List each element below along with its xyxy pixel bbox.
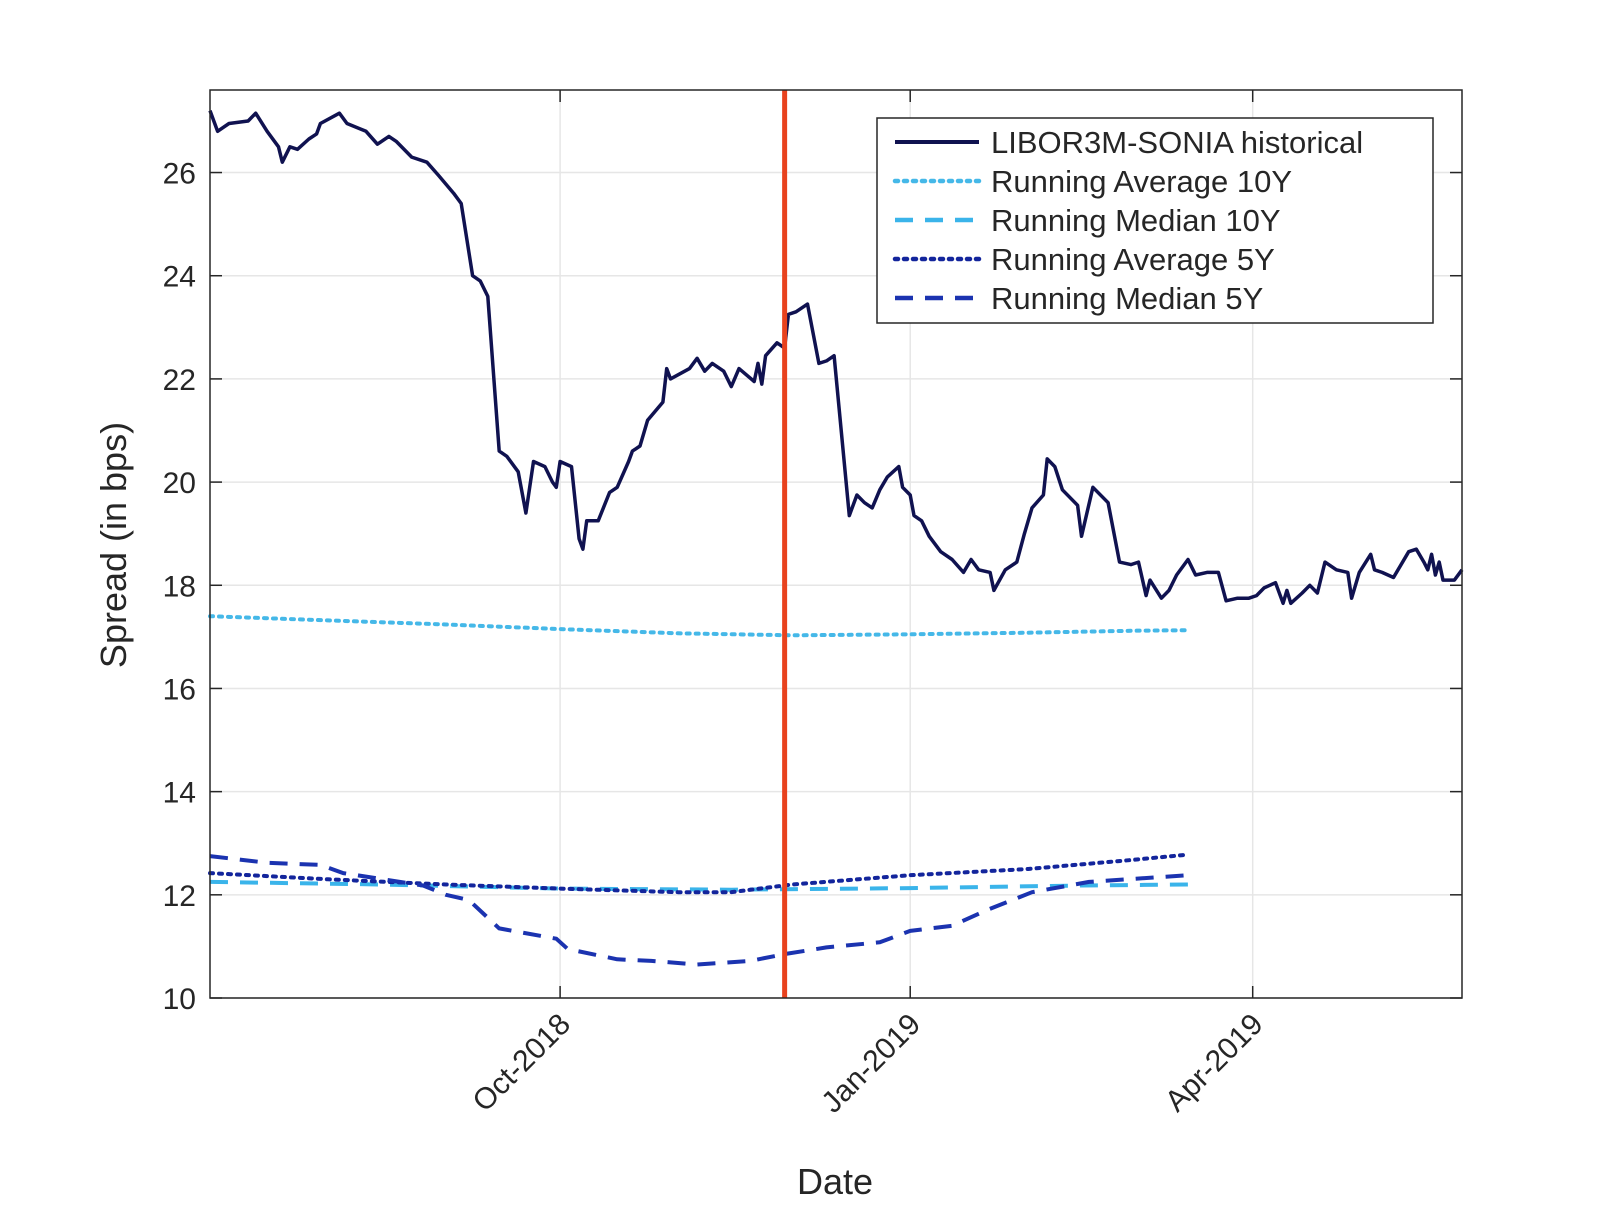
y-axis-label: Spread (in bps) [93, 422, 134, 668]
y-tick-label: 16 [163, 673, 196, 706]
series-line-3 [208, 852, 1190, 895]
y-tick-label: 26 [163, 158, 196, 191]
x-tick-label: Oct-2018 [466, 1008, 577, 1119]
legend-label: Running Average 5Y [991, 242, 1275, 277]
legend-label: Running Median 10Y [991, 203, 1281, 238]
x-tick-label: Jan-2019 [815, 1008, 927, 1120]
series-lines [208, 109, 1464, 967]
legend-label: Running Median 5Y [991, 281, 1263, 316]
y-tick-label: 18 [163, 570, 196, 603]
y-tick-label: 10 [163, 983, 196, 1016]
series-line-1 [208, 614, 1190, 638]
y-tick-label: 14 [163, 777, 196, 810]
y-tick-label: 24 [163, 261, 196, 294]
series-line-4 [209, 854, 1189, 967]
plot-frame [209, 89, 1463, 999]
series-line-0 [208, 109, 1464, 606]
series-line-2 [209, 879, 1189, 892]
y-tick-label: 20 [163, 467, 196, 500]
axes [209, 89, 1463, 999]
legend-label: LIBOR3M-SONIA historical [991, 125, 1363, 160]
legend-label: Running Average 10Y [991, 164, 1292, 199]
x-axis-label: Date [797, 1161, 873, 1200]
y-tick-label: 12 [163, 880, 196, 913]
x-tick-label: Apr-2019 [1159, 1008, 1270, 1119]
legend: LIBOR3M-SONIA historical Running Average … [876, 117, 1434, 324]
y-tick-label: 22 [163, 364, 196, 397]
